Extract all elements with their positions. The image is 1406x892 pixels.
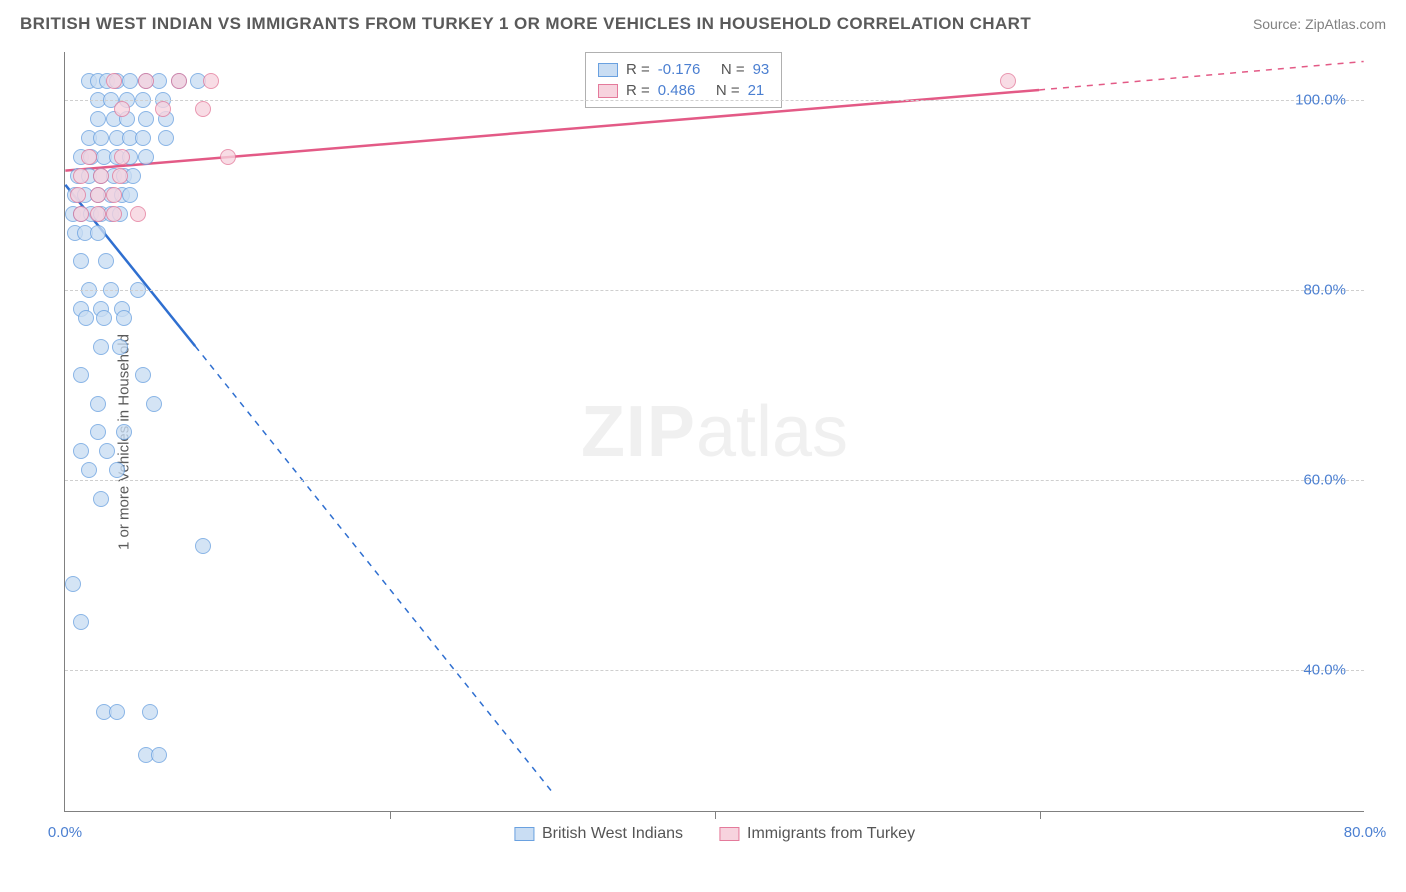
legend-item-label: British West Indians <box>542 825 683 843</box>
legend-item-label: Immigrants from Turkey <box>747 825 915 843</box>
data-point <box>90 225 106 241</box>
data-point <box>195 101 211 117</box>
data-point <box>138 149 154 165</box>
legend-item: Immigrants from Turkey <box>719 825 915 843</box>
data-point <box>135 130 151 146</box>
data-point <box>96 310 112 326</box>
plot-area: ZIPatlas R =-0.176 N =93R =0.486 N =21 B… <box>64 52 1364 812</box>
gridline-h <box>65 480 1364 481</box>
data-point <box>90 424 106 440</box>
data-point <box>90 206 106 222</box>
data-point <box>142 704 158 720</box>
data-point <box>112 339 128 355</box>
y-tick-label: 40.0% <box>1303 661 1346 678</box>
stats-n-label: N = <box>708 61 744 78</box>
x-tick <box>1040 811 1041 819</box>
data-point <box>93 491 109 507</box>
series-legend: British West Indians Immigrants from Turk… <box>514 825 915 843</box>
data-point <box>114 149 130 165</box>
data-point <box>73 443 89 459</box>
data-point <box>99 443 115 459</box>
data-point <box>73 206 89 222</box>
stats-row: R = 0.486 N = 21 <box>596 80 771 101</box>
data-point <box>93 130 109 146</box>
data-point <box>116 310 132 326</box>
data-point <box>73 614 89 630</box>
data-point <box>146 396 162 412</box>
stats-r-label: R = <box>626 82 650 99</box>
data-point <box>109 704 125 720</box>
data-point <box>195 538 211 554</box>
gridline-h <box>65 100 1364 101</box>
data-point <box>78 310 94 326</box>
data-point <box>106 206 122 222</box>
swatch-icon <box>719 827 739 841</box>
data-point <box>220 149 236 165</box>
data-point <box>171 73 187 89</box>
data-point <box>122 187 138 203</box>
stats-r-value: 0.486 <box>658 82 696 99</box>
data-point <box>116 424 132 440</box>
y-tick-label: 80.0% <box>1303 281 1346 298</box>
data-point <box>122 73 138 89</box>
data-point <box>135 367 151 383</box>
data-point <box>138 111 154 127</box>
swatch-icon <box>598 63 618 77</box>
stats-n-value: 93 <box>753 61 770 78</box>
x-tick <box>715 811 716 819</box>
gridline-h <box>65 670 1364 671</box>
chart-container: 1 or more Vehicles in Household ZIPatlas… <box>20 42 1386 842</box>
scatter-layer <box>65 52 1364 811</box>
data-point <box>65 576 81 592</box>
legend-item: British West Indians <box>514 825 683 843</box>
data-point <box>98 253 114 269</box>
data-point <box>138 73 154 89</box>
data-point <box>73 253 89 269</box>
data-point <box>130 206 146 222</box>
stats-n-value: 21 <box>748 82 765 99</box>
stats-r-label: R = <box>626 61 650 78</box>
y-tick-label: 100.0% <box>1295 91 1346 108</box>
swatch-icon <box>514 827 534 841</box>
data-point <box>81 149 97 165</box>
data-point <box>158 130 174 146</box>
data-point <box>151 747 167 763</box>
data-point <box>90 111 106 127</box>
data-point <box>112 168 128 184</box>
stats-r-value: -0.176 <box>658 61 701 78</box>
data-point <box>106 187 122 203</box>
data-point <box>73 168 89 184</box>
data-point <box>1000 73 1016 89</box>
chart-title: BRITISH WEST INDIAN VS IMMIGRANTS FROM T… <box>20 14 1031 34</box>
gridline-h <box>65 290 1364 291</box>
data-point <box>90 187 106 203</box>
chart-source: Source: ZipAtlas.com <box>1253 16 1386 32</box>
data-point <box>114 101 130 117</box>
data-point <box>106 73 122 89</box>
data-point <box>109 462 125 478</box>
data-point <box>93 168 109 184</box>
x-tick <box>390 811 391 819</box>
data-point <box>70 187 86 203</box>
data-point <box>155 101 171 117</box>
stats-row: R = -0.176 N = 93 <box>596 59 771 80</box>
x-tick-label: 80.0% <box>1344 824 1387 841</box>
x-tick-label: 0.0% <box>48 824 82 841</box>
data-point <box>203 73 219 89</box>
data-point <box>90 396 106 412</box>
data-point <box>73 367 89 383</box>
swatch-icon <box>598 84 618 98</box>
stats-n-label: N = <box>703 82 739 99</box>
data-point <box>81 462 97 478</box>
data-point <box>93 339 109 355</box>
y-tick-label: 60.0% <box>1303 471 1346 488</box>
